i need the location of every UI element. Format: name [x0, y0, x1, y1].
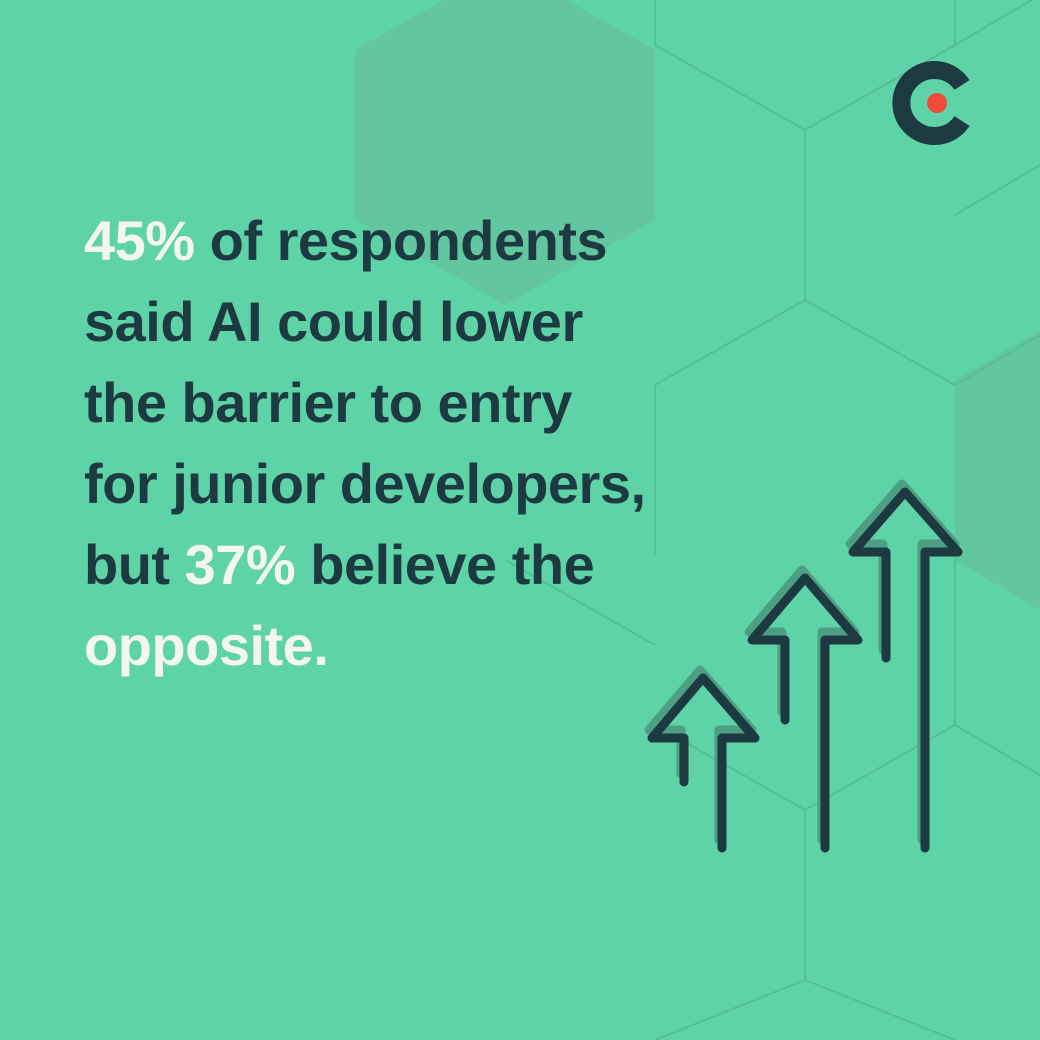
- statement-text: for junior developers,: [84, 452, 646, 515]
- highlight-text: opposite.: [84, 614, 329, 677]
- highlight-text: 37%: [184, 533, 296, 596]
- statement-line: for junior developers,: [84, 443, 646, 524]
- statement-line: the barrier to entry: [84, 362, 646, 443]
- highlight-text: 45%: [84, 209, 195, 272]
- statement-text: but: [84, 533, 185, 596]
- statement-line: 45% of respondents: [84, 200, 646, 281]
- statement-text: the barrier to entry: [84, 371, 572, 434]
- statement-text: said AI could lower: [84, 290, 583, 353]
- logo: [892, 61, 970, 145]
- statement-line: opposite.: [84, 605, 646, 686]
- statement-text: believe the: [295, 533, 595, 596]
- statement-line: but 37% believe the: [84, 524, 646, 605]
- arrows: [644, 479, 963, 853]
- hex-pattern: [355, 0, 1040, 1040]
- statement: 45% of respondents said AI could lower the…: [84, 200, 646, 686]
- statement-line: said AI could lower: [84, 281, 646, 362]
- statement-text: of respondents: [194, 209, 608, 272]
